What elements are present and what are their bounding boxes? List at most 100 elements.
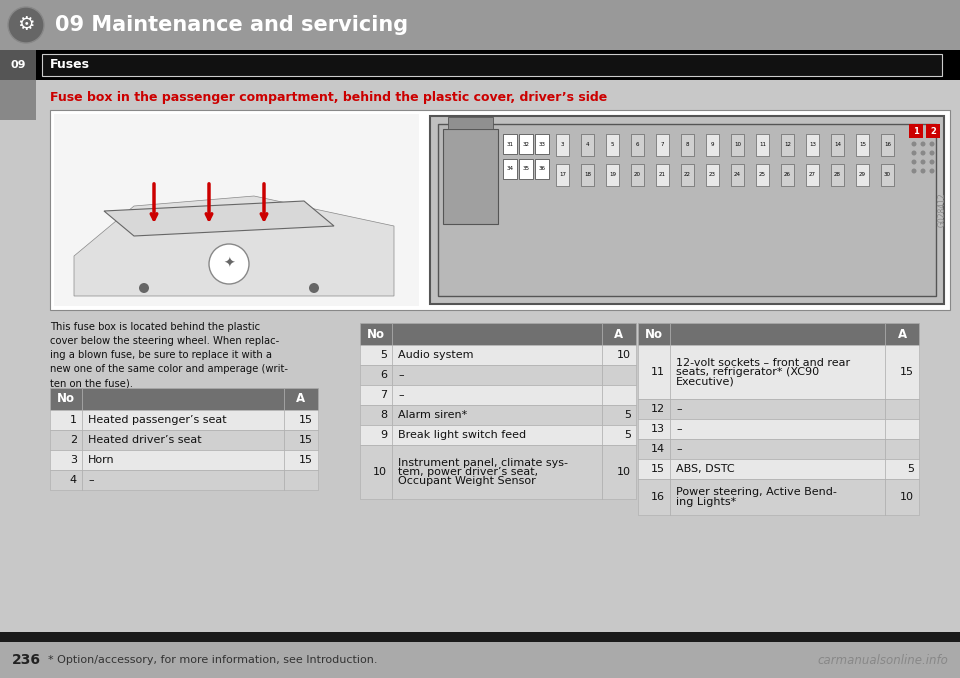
Text: –: – bbox=[676, 424, 682, 434]
Bar bbox=[284, 450, 318, 470]
Bar bbox=[360, 445, 392, 499]
Bar bbox=[535, 134, 549, 154]
Bar bbox=[54, 114, 419, 306]
Bar bbox=[909, 124, 923, 138]
Text: * Option/accessory, for more information, see Introduction.: * Option/accessory, for more information… bbox=[48, 655, 377, 665]
Bar bbox=[581, 164, 594, 186]
Circle shape bbox=[929, 151, 934, 155]
Bar bbox=[392, 345, 602, 365]
Bar bbox=[360, 345, 392, 365]
Text: A: A bbox=[297, 393, 305, 405]
Text: 15: 15 bbox=[299, 455, 313, 465]
Text: 19: 19 bbox=[609, 172, 616, 178]
Bar bbox=[731, 134, 744, 156]
Bar bbox=[806, 134, 819, 156]
Text: carmanualsonline.info: carmanualsonline.info bbox=[817, 654, 948, 666]
Bar bbox=[602, 425, 636, 445]
Bar bbox=[670, 459, 885, 479]
Text: 10: 10 bbox=[734, 142, 741, 148]
Text: 8: 8 bbox=[685, 142, 689, 148]
Bar bbox=[831, 134, 844, 156]
Bar bbox=[535, 159, 549, 179]
Bar bbox=[781, 164, 794, 186]
Bar bbox=[360, 425, 392, 445]
Text: 5: 5 bbox=[611, 142, 614, 148]
Bar bbox=[556, 164, 569, 186]
Text: 10: 10 bbox=[900, 492, 914, 502]
Text: 5: 5 bbox=[624, 430, 631, 440]
Bar bbox=[82, 388, 284, 410]
Text: 16: 16 bbox=[884, 142, 891, 148]
Circle shape bbox=[911, 159, 917, 165]
Bar bbox=[670, 399, 885, 419]
Bar bbox=[831, 164, 844, 186]
Bar bbox=[430, 116, 944, 304]
Text: 5: 5 bbox=[624, 410, 631, 420]
Text: 5: 5 bbox=[380, 350, 387, 360]
Text: 12: 12 bbox=[784, 142, 791, 148]
Text: 9: 9 bbox=[380, 430, 387, 440]
Text: seats, refrigerator* (XC90: seats, refrigerator* (XC90 bbox=[676, 367, 819, 377]
Circle shape bbox=[209, 244, 249, 284]
Text: No: No bbox=[57, 393, 75, 405]
Circle shape bbox=[921, 169, 925, 174]
Bar bbox=[392, 405, 602, 425]
Bar bbox=[0, 50, 960, 80]
Bar bbox=[670, 345, 885, 399]
Bar bbox=[606, 164, 619, 186]
Circle shape bbox=[139, 283, 149, 293]
Bar bbox=[602, 345, 636, 365]
Text: 35: 35 bbox=[522, 167, 530, 172]
Text: 13: 13 bbox=[809, 142, 816, 148]
Bar bbox=[885, 345, 919, 399]
Bar bbox=[756, 164, 769, 186]
Bar bbox=[638, 479, 670, 515]
Bar bbox=[0, 0, 960, 50]
Circle shape bbox=[921, 159, 925, 165]
Text: 24: 24 bbox=[734, 172, 741, 178]
Text: 14: 14 bbox=[834, 142, 841, 148]
Text: 10: 10 bbox=[373, 467, 387, 477]
Bar bbox=[602, 405, 636, 425]
Bar bbox=[50, 110, 950, 310]
Bar bbox=[0, 632, 960, 642]
Bar bbox=[731, 164, 744, 186]
Bar bbox=[602, 385, 636, 405]
Bar bbox=[602, 445, 636, 499]
Bar bbox=[781, 134, 794, 156]
Text: 34: 34 bbox=[507, 167, 514, 172]
Text: A: A bbox=[898, 327, 906, 340]
Bar bbox=[392, 425, 602, 445]
Text: 4: 4 bbox=[70, 475, 77, 485]
Bar bbox=[82, 450, 284, 470]
Text: 2: 2 bbox=[70, 435, 77, 445]
Bar bbox=[885, 479, 919, 515]
Bar bbox=[638, 459, 670, 479]
Text: 15: 15 bbox=[859, 142, 866, 148]
Text: 8: 8 bbox=[380, 410, 387, 420]
Text: 27: 27 bbox=[809, 172, 816, 178]
Text: ing Lights*: ing Lights* bbox=[676, 497, 736, 506]
Bar bbox=[602, 323, 636, 345]
Text: Instrument panel, climate sys-: Instrument panel, climate sys- bbox=[398, 458, 568, 468]
Text: 7: 7 bbox=[660, 142, 664, 148]
Text: Heated passenger’s seat: Heated passenger’s seat bbox=[88, 415, 227, 425]
Text: ✦: ✦ bbox=[223, 257, 235, 271]
Text: 7: 7 bbox=[380, 390, 387, 400]
Text: 33: 33 bbox=[539, 142, 545, 146]
Bar bbox=[681, 134, 694, 156]
Bar bbox=[50, 450, 82, 470]
Bar bbox=[82, 430, 284, 450]
Circle shape bbox=[8, 7, 44, 43]
Bar bbox=[670, 439, 885, 459]
Circle shape bbox=[921, 151, 925, 155]
Text: Fuse box in the passenger compartment, behind the plastic cover, driver’s side: Fuse box in the passenger compartment, b… bbox=[50, 92, 608, 104]
Text: No: No bbox=[645, 327, 663, 340]
Bar bbox=[602, 365, 636, 385]
Polygon shape bbox=[104, 201, 334, 236]
Text: Audio system: Audio system bbox=[398, 350, 473, 360]
Text: Occupant Weight Sensor: Occupant Weight Sensor bbox=[398, 477, 536, 487]
Text: 09: 09 bbox=[11, 60, 26, 70]
Circle shape bbox=[911, 151, 917, 155]
Circle shape bbox=[929, 169, 934, 174]
